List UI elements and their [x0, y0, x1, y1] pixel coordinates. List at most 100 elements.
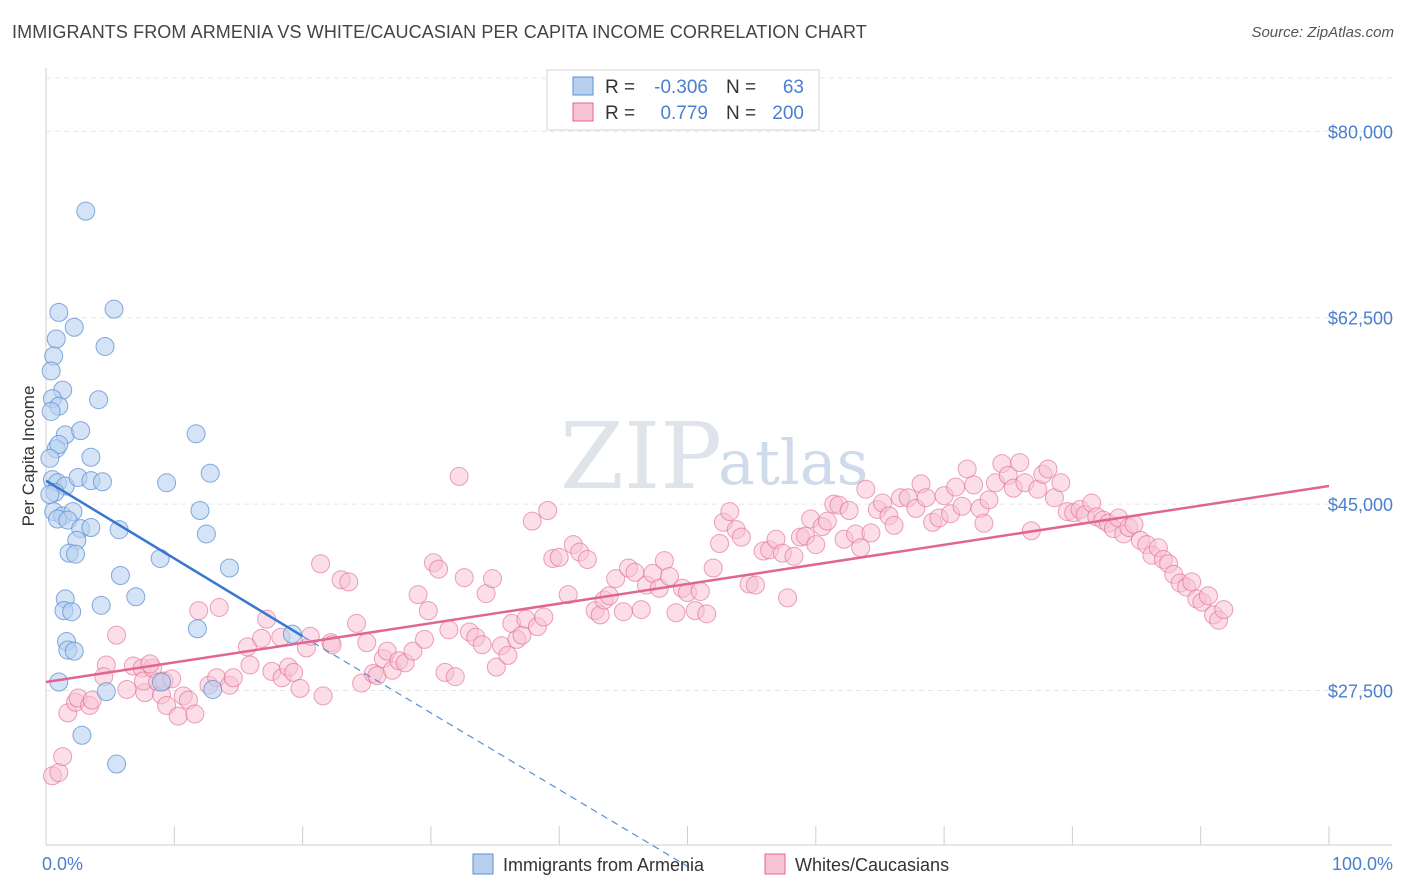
- x-tick-label-0: 0.0%: [42, 854, 83, 874]
- y-tick-label-3: $80,000: [1328, 122, 1393, 142]
- blue-point-59: [96, 682, 116, 702]
- pink-point-93: [577, 550, 597, 570]
- pink-point-50: [339, 572, 359, 592]
- legend-r-label-2: R =: [605, 103, 635, 124]
- pink-point-77: [486, 657, 506, 677]
- pink-point-112: [690, 581, 710, 601]
- watermark-atlas: atlas: [718, 426, 869, 499]
- pink-point-68: [439, 620, 459, 640]
- legend-n-label-2: N =: [726, 103, 756, 124]
- legend-swatch-pink: [572, 102, 594, 122]
- pink-point-34: [240, 655, 260, 675]
- pink-point-117: [720, 502, 740, 522]
- pink-trend-line: [45, 484, 1330, 684]
- legend-swatch-blue: [572, 76, 594, 96]
- pink-point-17: [140, 654, 160, 674]
- pink-point-133: [817, 511, 837, 531]
- blue-point-6: [41, 361, 61, 381]
- pink-point-119: [731, 527, 751, 547]
- pink-point-11: [117, 679, 137, 699]
- pink-point-46: [313, 686, 333, 706]
- pink-point-71: [454, 568, 474, 588]
- blue-point-26: [92, 472, 112, 492]
- pink-point-127: [784, 546, 804, 566]
- x-tick-label-1: 100.0%: [1332, 854, 1393, 874]
- pink-point-53: [357, 633, 377, 653]
- blue-trend-line: [45, 479, 304, 638]
- pink-point-137: [839, 501, 859, 521]
- pink-point-166: [1010, 453, 1030, 473]
- pink-point-113: [697, 604, 717, 624]
- pink-point-2: [53, 747, 73, 767]
- pink-point-145: [884, 515, 904, 535]
- legend-n-value-1: 63: [783, 77, 804, 98]
- pink-point-66: [429, 559, 449, 579]
- pink-point-69: [445, 667, 465, 687]
- blue-point-58: [203, 679, 223, 699]
- blue-point-39: [196, 524, 216, 544]
- bottom-legend-swatch-pink: [764, 853, 786, 875]
- pink-point-199: [1198, 586, 1218, 606]
- pink-point-186: [1124, 514, 1144, 534]
- pink-point-51: [346, 613, 366, 633]
- blue-trend-extension: [302, 635, 688, 867]
- blue-point-20: [200, 463, 220, 483]
- blue-point-55: [64, 641, 84, 661]
- pink-point-26: [185, 704, 205, 724]
- pink-point-1: [49, 763, 69, 783]
- pink-point-140: [856, 479, 876, 499]
- pink-point-35: [252, 628, 272, 648]
- blue-point-1: [104, 299, 124, 319]
- blue-points: [40, 201, 302, 774]
- pink-point-156: [952, 496, 972, 516]
- blue-point-18: [81, 447, 101, 467]
- pink-point-74: [472, 635, 492, 655]
- pink-point-30: [209, 597, 229, 617]
- blue-point-27: [157, 473, 177, 493]
- pink-point-79: [498, 645, 518, 665]
- blue-point-48: [91, 595, 111, 615]
- blue-point-0: [76, 201, 96, 221]
- y-tick-label-1: $45,000: [1328, 495, 1393, 515]
- pink-point-63: [414, 629, 434, 649]
- watermark: ZIP atlas: [560, 403, 869, 510]
- legend-r-value-2: 0.779: [660, 103, 708, 124]
- pink-point-126: [778, 588, 798, 608]
- pink-point-42: [290, 678, 310, 698]
- blue-point-57: [151, 672, 171, 692]
- y-tick-label-0: $27,500: [1328, 682, 1393, 702]
- legend-n-label-1: N =: [726, 77, 756, 98]
- pink-point-87: [538, 501, 558, 521]
- pink-point-171: [1038, 459, 1058, 479]
- pink-point-62: [408, 585, 428, 605]
- chart-source: Source: ZipAtlas.com: [1251, 24, 1394, 41]
- blue-point-47: [126, 587, 146, 607]
- chart-title: IMMIGRANTS FROM ARMENIA VS WHITE/CAUCASI…: [12, 22, 867, 42]
- pink-point-115: [710, 534, 730, 554]
- blue-point-12: [41, 401, 61, 421]
- blue-point-43: [150, 548, 170, 568]
- pink-point-10: [107, 625, 127, 645]
- blue-point-19: [186, 424, 206, 444]
- pink-point-150: [916, 488, 936, 508]
- legend-n-value-2: 200: [772, 103, 804, 124]
- pink-point-157: [957, 459, 977, 479]
- x-tick-labels: 0.0% 100.0%: [42, 854, 1393, 874]
- blue-point-51: [187, 619, 207, 639]
- blue-point-11: [89, 390, 109, 410]
- pink-point-99: [613, 602, 633, 622]
- blue-point-35: [190, 501, 210, 521]
- bottom-legend-swatch-blue: [472, 853, 494, 875]
- watermark-zip: ZIP: [560, 403, 722, 510]
- pink-point-70: [449, 466, 469, 486]
- correlation-legend: R = -0.306 N = 63 R = 0.779 N = 200: [546, 69, 820, 131]
- pink-point-61: [403, 641, 423, 661]
- series-legend: Immigrants from Armenia Whites/Caucasian…: [472, 853, 949, 875]
- blue-point-44: [219, 558, 239, 578]
- blue-point-7: [95, 336, 115, 356]
- pink-point-27: [189, 601, 209, 621]
- blue-point-4: [64, 317, 84, 337]
- pink-point-84: [522, 511, 542, 531]
- pink-point-202: [1214, 600, 1234, 620]
